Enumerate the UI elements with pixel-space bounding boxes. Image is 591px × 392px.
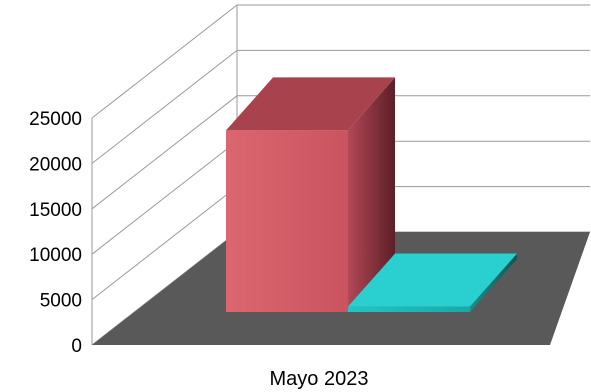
x-axis-tick-labels: Mayo 2023 <box>270 368 369 390</box>
y-tick-label: 10000 <box>29 245 82 266</box>
bar-front <box>226 130 348 312</box>
y-tick-label: 15000 <box>29 200 82 221</box>
y-tick-label: 0 <box>71 336 82 357</box>
y-tick-label: 5000 <box>40 291 82 312</box>
gridline <box>91 95 590 210</box>
x-tick-label: Mayo 2023 <box>270 368 369 390</box>
bar <box>348 253 517 312</box>
gridline <box>91 4 590 119</box>
bar <box>226 77 395 313</box>
bar-front <box>348 306 470 312</box>
y-tick-label: 25000 <box>29 109 82 130</box>
bar-side <box>470 253 517 312</box>
y-axis-tick-labels: 0 5000 10000 15000 20000 25000 <box>29 109 82 357</box>
gridline <box>91 49 590 164</box>
y-tick-label: 20000 <box>29 154 82 175</box>
bar-top <box>226 77 395 131</box>
bars <box>226 77 517 313</box>
bar-side <box>348 77 395 313</box>
bar-top <box>348 253 517 307</box>
